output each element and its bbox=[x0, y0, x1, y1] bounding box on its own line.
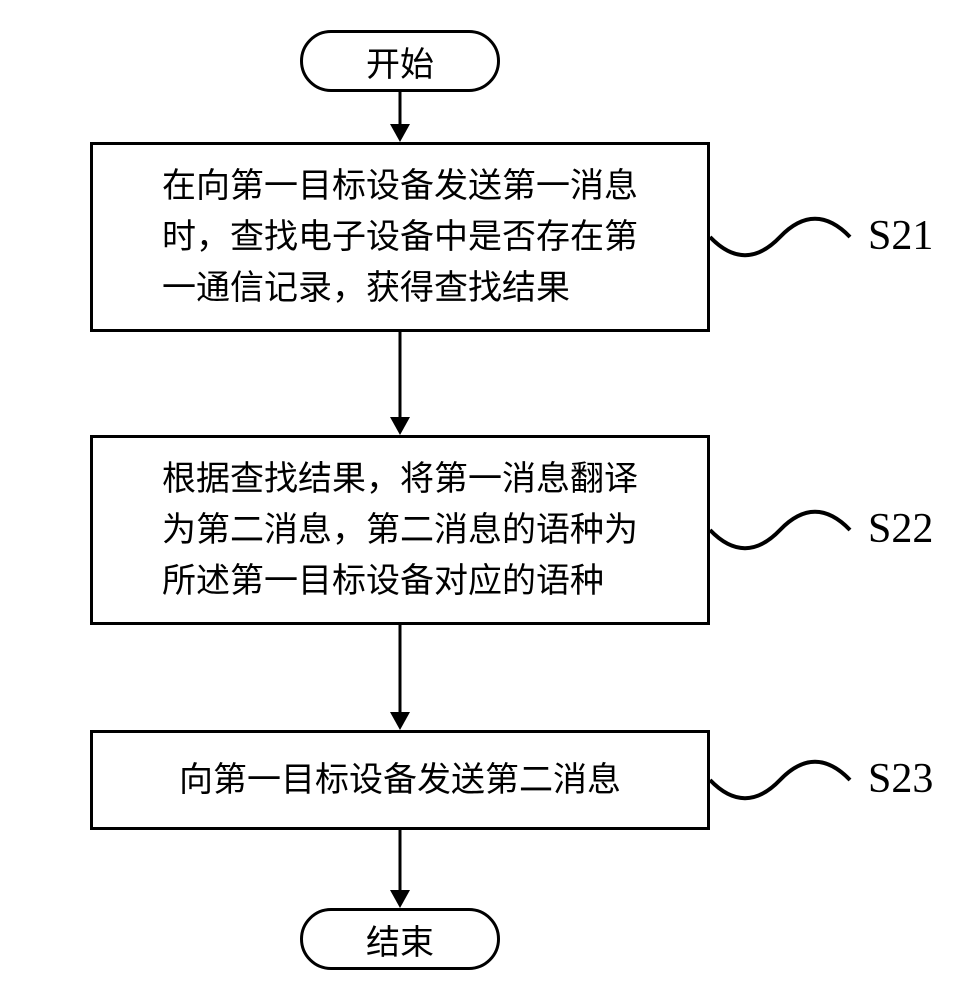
arrow bbox=[380, 625, 420, 730]
end-node: 结束 bbox=[300, 908, 500, 970]
s23-text: 向第一目标设备发送第二消息 bbox=[179, 755, 621, 806]
s23-label: S23 bbox=[868, 755, 933, 803]
s21-label: S21 bbox=[868, 212, 933, 260]
arrow bbox=[380, 332, 420, 435]
s23-node: 向第一目标设备发送第二消息 bbox=[90, 730, 710, 830]
s22-connector bbox=[710, 498, 850, 562]
arrow bbox=[380, 830, 420, 908]
s22-node: 根据查找结果，将第一消息翻译 为第二消息，第二消息的语种为 所述第一目标设备对应… bbox=[90, 435, 710, 625]
s22-text: 根据查找结果，将第一消息翻译 为第二消息，第二消息的语种为 所述第一目标设备对应… bbox=[162, 454, 638, 607]
s21-text: 在向第一目标设备发送第一消息 时，查找电子设备中是否存在第 一通信记录，获得查找… bbox=[162, 161, 638, 314]
arrow bbox=[380, 92, 420, 142]
s23-connector bbox=[710, 748, 850, 812]
flowchart-canvas: 开始在向第一目标设备发送第一消息 时，查找电子设备中是否存在第 一通信记录，获得… bbox=[0, 0, 980, 1000]
s21-connector bbox=[710, 205, 850, 269]
end-text: 结束 bbox=[366, 915, 434, 964]
s21-node: 在向第一目标设备发送第一消息 时，查找电子设备中是否存在第 一通信记录，获得查找… bbox=[90, 142, 710, 332]
start-node: 开始 bbox=[300, 30, 500, 92]
start-text: 开始 bbox=[366, 37, 434, 86]
s22-label: S22 bbox=[868, 505, 933, 553]
